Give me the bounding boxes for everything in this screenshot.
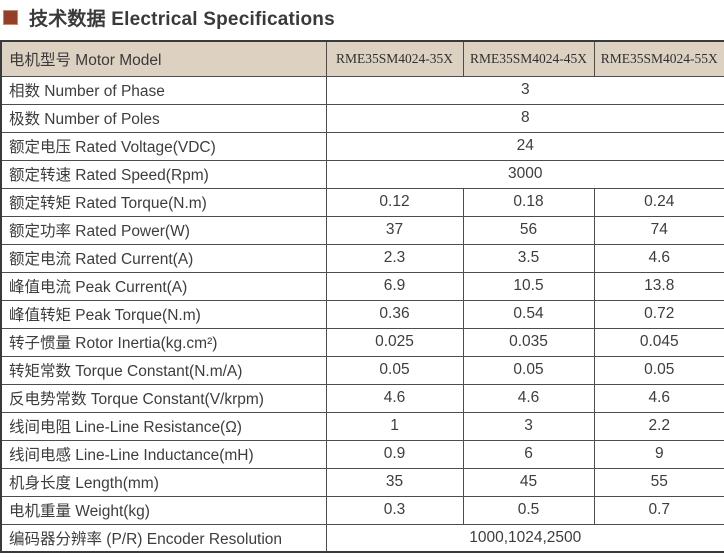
- model-column-header: RME35SM4024-45X: [462, 40, 595, 77]
- row-value: 1000,1024,2500: [325, 523, 724, 553]
- row-value: 0.035: [462, 327, 595, 357]
- table-row-line-inductance: 线间电感 Line-Line Inductance(mH) 0.9 6 9: [0, 439, 724, 469]
- section-bullet-icon: [3, 9, 18, 25]
- row-value: 74: [593, 215, 724, 245]
- table-row-peak-current: 峰值电流 Peak Current(A) 6.9 10.5 13.8: [0, 271, 724, 301]
- row-value: 0.18: [462, 187, 595, 217]
- row-label: 线间电感 Line-Line Inductance(mH): [0, 439, 327, 469]
- table-row-encoder-resolution: 编码器分辨率 (P/R) Encoder Resolution 1000,102…: [0, 523, 724, 553]
- row-label: 机身长度 Length(mm): [0, 467, 327, 497]
- row-label: 转子惯量 Rotor Inertia(kg.cm²): [0, 327, 327, 357]
- row-label: 反电势常数 Torque Constant(V/krpm): [0, 383, 327, 413]
- row-value: 2.3: [325, 243, 464, 273]
- motor-model-header: 电机型号 Motor Model: [0, 40, 327, 77]
- row-value: 0.05: [462, 355, 595, 385]
- row-value: 3: [462, 411, 595, 441]
- row-value: 2.2: [593, 411, 724, 441]
- row-value: 0.3: [325, 495, 464, 525]
- row-value: 4.6: [325, 383, 464, 413]
- electrical-spec-table: 电机型号 Motor Model RME35SM4024-35X RME35SM…: [0, 40, 724, 553]
- row-label: 额定电流 Rated Current(A): [0, 243, 327, 273]
- row-value: 55: [593, 467, 724, 497]
- page-title: 技术数据 Electrical Specifications: [29, 8, 335, 30]
- table-row-rated-voltage: 额定电压 Rated Voltage(VDC) 24: [0, 131, 724, 161]
- row-value: 1: [325, 411, 464, 441]
- row-value: 0.36: [325, 299, 464, 329]
- row-value: 6: [462, 439, 595, 469]
- row-value: 4.6: [593, 243, 724, 273]
- table-row-rated-current: 额定电流 Rated Current(A) 2.3 3.5 4.6: [0, 243, 724, 273]
- row-label: 线间电阻 Line-Line Resistance(Ω): [0, 411, 327, 441]
- row-value: 0.045: [593, 327, 724, 357]
- row-value: 6.9: [325, 271, 464, 301]
- table-row-rotor-inertia: 转子惯量 Rotor Inertia(kg.cm²) 0.025 0.035 0…: [0, 327, 724, 357]
- row-value: 8: [325, 103, 724, 133]
- row-value: 0.72: [593, 299, 724, 329]
- table-row-line-resistance: 线间电阻 Line-Line Resistance(Ω) 1 3 2.2: [0, 411, 724, 441]
- row-value: 45: [462, 467, 595, 497]
- table-row-rated-speed: 额定转速 Rated Speed(Rpm) 3000: [0, 159, 724, 189]
- row-value: 10.5: [462, 271, 595, 301]
- row-value: 4.6: [462, 383, 595, 413]
- row-value: 0.7: [593, 495, 724, 525]
- table-row-rated-torque: 额定转矩 Rated Torque(N.m) 0.12 0.18 0.24: [0, 187, 724, 217]
- model-column-header: RME35SM4024-35X: [325, 40, 464, 77]
- row-value: 0.12: [325, 187, 464, 217]
- row-label: 电机重量 Weight(kg): [0, 495, 327, 525]
- section-title: 技术数据 Electrical Specifications: [0, 0, 724, 30]
- row-value: 13.8: [593, 271, 724, 301]
- row-value: 0.05: [593, 355, 724, 385]
- row-value: 37: [325, 215, 464, 245]
- row-value: 0.54: [462, 299, 595, 329]
- table-row-peak-torque: 峰值转矩 Peak Torque(N.m) 0.36 0.54 0.72: [0, 299, 724, 329]
- row-value: 56: [462, 215, 595, 245]
- row-label: 峰值转矩 Peak Torque(N.m): [0, 299, 327, 329]
- row-value: 0.9: [325, 439, 464, 469]
- table-row-back-emf-constant: 反电势常数 Torque Constant(V/krpm) 4.6 4.6 4.…: [0, 383, 724, 413]
- row-label: 峰值电流 Peak Current(A): [0, 271, 327, 301]
- table-header-row: 电机型号 Motor Model RME35SM4024-35X RME35SM…: [0, 40, 724, 77]
- table-row-phase: 相数 Number of Phase 3: [0, 75, 724, 105]
- table-row-poles: 极数 Number of Poles 8: [0, 103, 724, 133]
- row-value: 24: [325, 131, 724, 161]
- row-value: 3.5: [462, 243, 595, 273]
- row-value: 0.5: [462, 495, 595, 525]
- table-row-torque-constant: 转矩常数 Torque Constant(N.m/A) 0.05 0.05 0.…: [0, 355, 724, 385]
- row-value: 0.025: [325, 327, 464, 357]
- row-value: 0.24: [593, 187, 724, 217]
- row-label: 编码器分辨率 (P/R) Encoder Resolution: [0, 523, 327, 553]
- row-label: 极数 Number of Poles: [0, 103, 327, 133]
- row-value: 3: [325, 75, 724, 105]
- table-row-length: 机身长度 Length(mm) 35 45 55: [0, 467, 724, 497]
- row-label: 额定转矩 Rated Torque(N.m): [0, 187, 327, 217]
- row-label: 转矩常数 Torque Constant(N.m/A): [0, 355, 327, 385]
- row-label: 相数 Number of Phase: [0, 75, 327, 105]
- table-row-rated-power: 额定功率 Rated Power(W) 37 56 74: [0, 215, 724, 245]
- table-row-weight: 电机重量 Weight(kg) 0.3 0.5 0.7: [0, 495, 724, 525]
- row-value: 3000: [325, 159, 724, 189]
- row-value: 4.6: [593, 383, 724, 413]
- row-value: 35: [325, 467, 464, 497]
- model-column-header: RME35SM4024-55X: [593, 40, 724, 77]
- row-label: 额定电压 Rated Voltage(VDC): [0, 131, 327, 161]
- row-label: 额定转速 Rated Speed(Rpm): [0, 159, 327, 189]
- row-value: 0.05: [325, 355, 464, 385]
- row-value: 9: [593, 439, 724, 469]
- row-label: 额定功率 Rated Power(W): [0, 215, 327, 245]
